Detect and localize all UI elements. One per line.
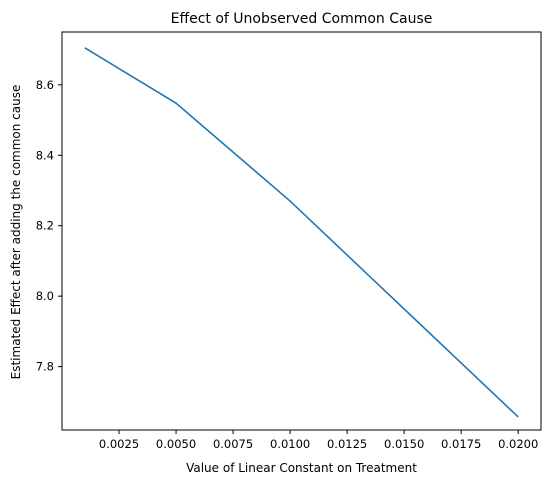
x-axis-ticks: 0.0025 0.0050 0.0075 0.0100 0.0125 0.0150 0.01… — [99, 430, 538, 451]
y-tick-label: 7.8 — [36, 360, 54, 374]
y-tick-label: 8.4 — [36, 148, 54, 162]
x-axis-label: Value of Linear Constant on Treatment — [186, 461, 417, 475]
y-axis-ticks: 7.8 8.0 8.2 8.4 8.6 — [36, 78, 62, 374]
x-tick-label: 0.0100 — [270, 437, 310, 451]
x-tick-label: 0.0025 — [99, 437, 139, 451]
x-tick-label: 0.0075 — [213, 437, 253, 451]
y-tick-label: 8.0 — [36, 289, 54, 303]
y-tick-label: 8.2 — [36, 219, 54, 233]
x-tick-label: 0.0200 — [498, 437, 538, 451]
x-tick-label: 0.0050 — [156, 437, 196, 451]
x-tick-label: 0.0150 — [384, 437, 424, 451]
chart-title: Effect of Unobserved Common Cause — [171, 11, 433, 27]
x-tick-label: 0.0175 — [441, 437, 481, 451]
plot-area — [62, 31, 541, 418]
y-axis-label: Estimated Effect after adding the common… — [9, 85, 23, 380]
x-tick-label: 0.0125 — [327, 437, 367, 451]
y-tick-label: 8.6 — [36, 78, 54, 92]
plot-frame — [61, 31, 542, 431]
series-line — [84, 47, 519, 418]
